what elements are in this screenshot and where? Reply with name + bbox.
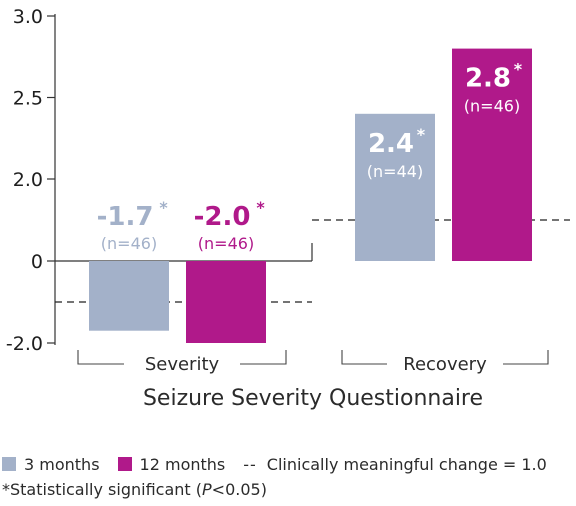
y-tick-label: -2.0	[6, 333, 43, 355]
legend-swatch-3-months	[2, 457, 16, 471]
legend-item-12-months: 12 months	[117, 454, 226, 474]
bracket-left	[77, 350, 124, 365]
y-tick-label: 3.0	[13, 6, 43, 28]
data-label: -1.7	[97, 202, 154, 232]
bars	[89, 48, 532, 343]
significance-star: *	[159, 198, 168, 217]
significance-star: *	[417, 125, 426, 144]
dashed-line-icon: --	[243, 454, 257, 474]
sample-size-label: (n=46)	[198, 234, 254, 253]
y-tick-label: 2.0	[13, 169, 43, 191]
legend-row: 3 months 12 months -- Clinically meaning…	[0, 452, 576, 476]
legend-label-reference: Clinically meaningful change = 1.0	[266, 454, 547, 474]
bracket-right	[240, 350, 287, 365]
data-label: 2.8	[465, 64, 511, 94]
y-tick-label: 0	[31, 251, 43, 273]
significance-star: *	[514, 60, 523, 79]
bracket-right	[503, 350, 549, 365]
legend-swatch-12-months	[117, 457, 132, 471]
category-brackets: Severity Recovery	[77, 350, 549, 375]
footnote-p-symbol: P	[202, 480, 212, 499]
bar-severity-12-months	[186, 261, 266, 343]
sample-size-label: (n=44)	[367, 162, 423, 181]
legend-label-3-months: 3 months	[24, 454, 100, 474]
category-label-severity: Severity	[145, 354, 220, 375]
y-axis: 3.0 2.5 2.0 0 -2.0	[6, 6, 313, 355]
bar-labels: -1.7 *(n=46)2.4 *(n=44)-2.0 *(n=46)2.8 *(n=4…	[97, 60, 523, 253]
legend: 3 months 12 months -- Clinically meaning…	[0, 452, 576, 499]
bar-chart: 3.02.52.00-2.0 -1.7 *(n=46)2.4 *(n=44)-2.0…	[6, 6, 570, 411]
sample-size-label: (n=46)	[464, 97, 520, 116]
bar-recovery-12-months	[452, 48, 532, 261]
legend-label-12-months: 12 months	[139, 454, 226, 474]
bracket-left	[341, 350, 387, 365]
footnote: *Statistically significant (P<0.05)	[0, 480, 576, 499]
significance-star: *	[256, 198, 265, 217]
legend-item-reference: -- Clinically meaningful change = 1.0	[243, 455, 547, 474]
footnote-suffix: <0.05)	[211, 480, 267, 499]
sample-size-label: (n=46)	[101, 234, 157, 253]
footnote-prefix: *Statistically significant (	[2, 480, 202, 499]
data-label: 2.4	[368, 129, 414, 159]
legend-item-3-months: 3 months	[2, 455, 100, 474]
bar-severity-3-months	[89, 261, 169, 331]
category-label-recovery: Recovery	[403, 354, 487, 375]
y-tick-label: 2.5	[13, 88, 43, 110]
bar-recovery-3-months	[355, 113, 435, 261]
x-axis-title: Seizure Severity Questionnaire	[143, 386, 483, 411]
data-label: -2.0	[194, 202, 251, 232]
